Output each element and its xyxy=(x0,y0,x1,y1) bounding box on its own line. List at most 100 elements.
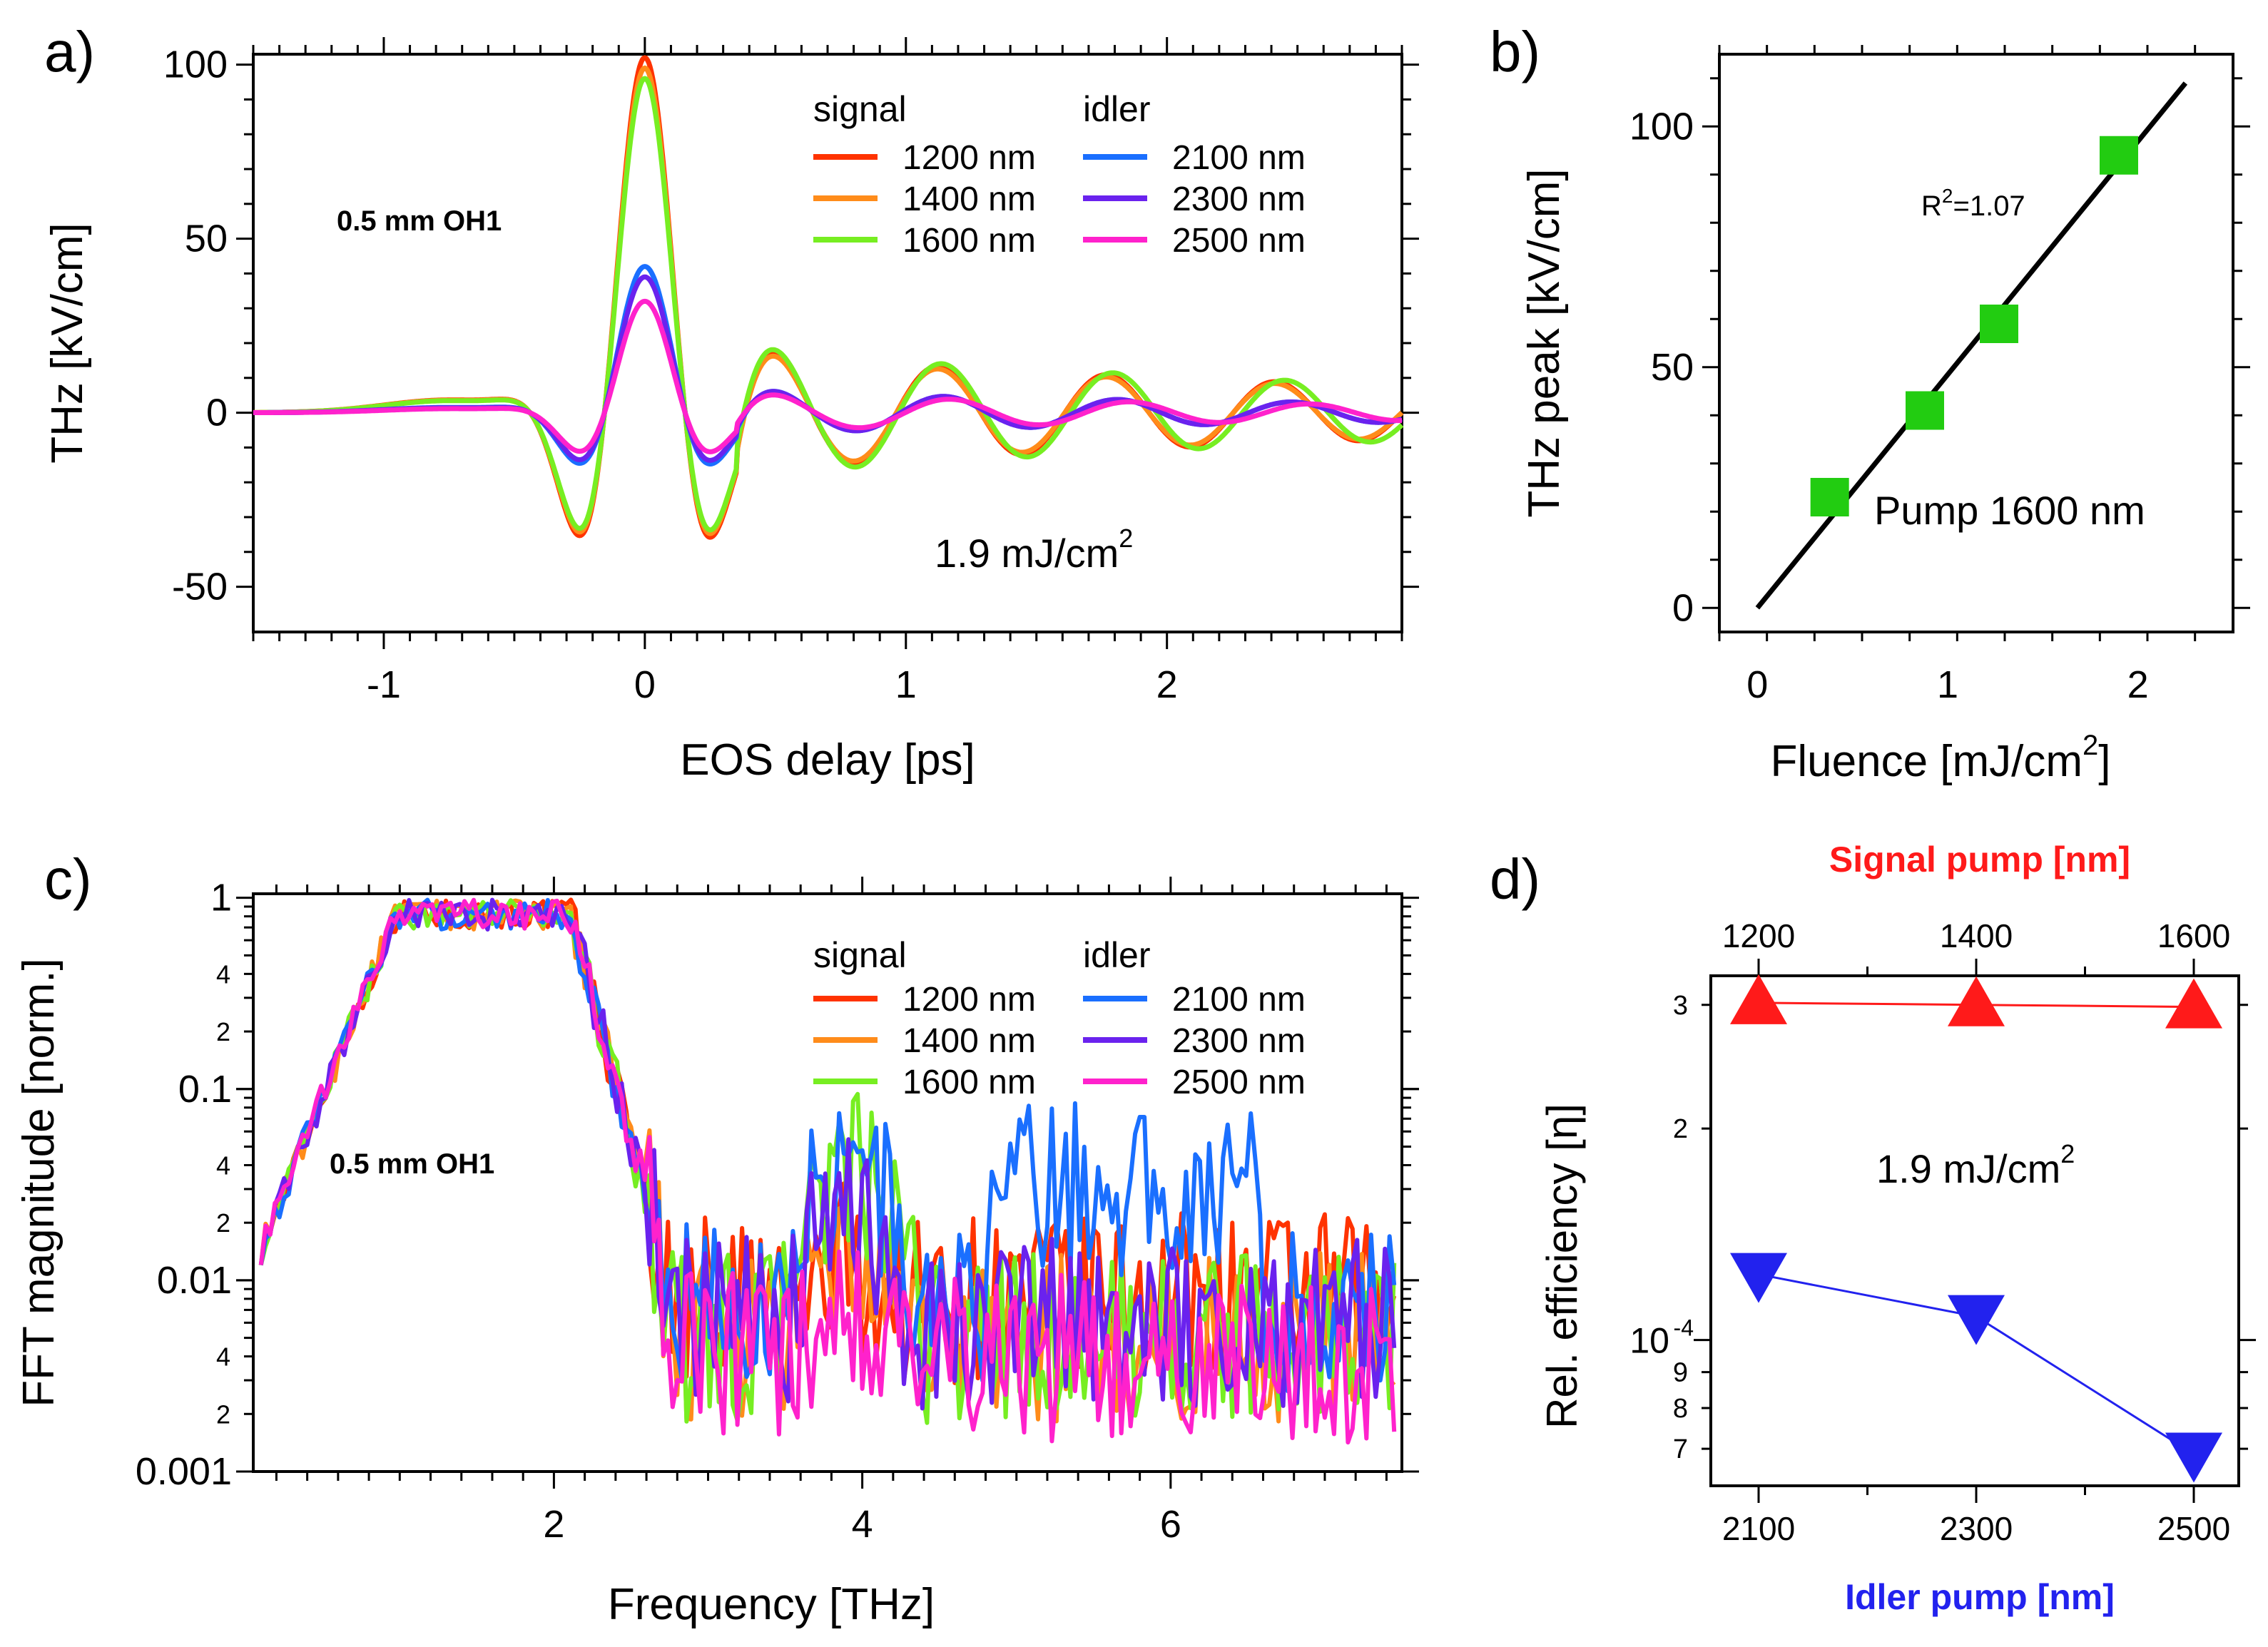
legend-label: 2100 nm xyxy=(1172,139,1306,177)
panel-b-ylabel: THz peak [kV/cm] xyxy=(1520,168,1569,517)
panel-d-fluence-label: 1.9 mJ/cm2 xyxy=(1876,1139,2075,1191)
panel-d-frame xyxy=(1709,974,2240,1487)
panel-d: d) 2100 2300 2500 1200 1400 1600 3 2 10 -4 9 8 7 Sig… xyxy=(1490,840,2256,1617)
panel-d-ylabel: Rel. efficiency [η] xyxy=(1538,1103,1586,1429)
panel-b-series xyxy=(1755,81,2188,610)
panel-b-r2-label: R2=1.07 xyxy=(1921,185,2025,222)
panel-b: b) 0 1 2 0 50 100 Fluence [mJ/cm2] THz peak [… xyxy=(1490,20,2250,786)
panel-b-pump-label: Pump 1600 nm xyxy=(1874,488,2145,533)
x-tick-label: 4 xyxy=(852,1503,873,1546)
x-tick-label: 0 xyxy=(1746,663,1768,706)
y-tick-label: -50 xyxy=(172,566,228,608)
data-point xyxy=(2100,136,2138,175)
top-x-tick-label: 1200 xyxy=(1722,917,1795,954)
panel-a-label: a) xyxy=(44,20,95,83)
legend-label: 1600 nm xyxy=(902,222,1036,260)
panel-a-fluence-label: 1.9 mJ/cm2 xyxy=(935,524,1133,576)
data-point xyxy=(1810,478,1849,516)
y-minor-tick-label: 4 xyxy=(216,959,230,989)
panel-b-frame xyxy=(1718,53,2234,633)
panel-a: a) -1 0 1 2 -50 0 50 100 EOS delay [ps] THz [kV… xyxy=(43,20,1419,785)
bottom-x-tick-label: 2300 xyxy=(1940,1510,2013,1547)
y-minor-tick-label: 2 xyxy=(216,1017,230,1046)
legend-label: 2500 nm xyxy=(1172,222,1306,260)
panel-a-axes: -1 0 1 2 -50 0 50 100 xyxy=(163,37,1419,706)
y-tick-label: 50 xyxy=(185,218,228,260)
series-line-2300-nm xyxy=(258,897,1397,1411)
legend-c-signal-title: signal xyxy=(813,935,907,975)
data-point-top xyxy=(2165,978,2222,1029)
legend-label: 1400 nm xyxy=(902,1022,1036,1060)
data-point xyxy=(1980,305,2018,343)
panel-d-label: d) xyxy=(1490,847,1540,911)
legend-label: 2500 nm xyxy=(1172,1064,1306,1101)
series-line-1600-nm xyxy=(252,76,1404,533)
series-line-1400-nm xyxy=(252,65,1404,536)
series-line-2500-nm xyxy=(258,897,1397,1445)
y-tick-label: 8 xyxy=(1673,1394,1688,1424)
series-line-1200-nm xyxy=(252,55,1404,540)
panel-d-bottom-xlabel: Idler pump [nm] xyxy=(1845,1577,2115,1617)
y-tick-label: 1 xyxy=(210,877,232,919)
top-x-tick-label: 1400 xyxy=(1940,917,2013,954)
y-tick-label: 7 xyxy=(1673,1434,1688,1464)
y-tick-label-sup: -4 xyxy=(1674,1315,1694,1341)
y-tick-label: 0.01 xyxy=(157,1259,232,1302)
panel-c-axes: 2 4 6 0.001 0.01 0.1 1 2 4 2 4 2 4 xyxy=(136,877,1419,1546)
data-point-bottom xyxy=(2165,1432,2222,1483)
series-line-2100-nm xyxy=(252,264,1403,466)
panel-b-label: b) xyxy=(1490,20,1540,83)
y-minor-tick-label: 4 xyxy=(216,1151,230,1180)
panel-c-crystal-label: 0.5 mm OH1 xyxy=(330,1148,494,1180)
y-tick-label: 100 xyxy=(1629,105,1694,148)
x-tick-label: -1 xyxy=(367,663,401,706)
y-tick-label: 2 xyxy=(1673,1114,1688,1144)
panel-b-xlabel: Fluence [mJ/cm2] xyxy=(1770,730,2110,786)
x-tick-label: 2 xyxy=(2127,663,2149,706)
data-point-top xyxy=(1730,974,1787,1024)
x-tick-label: 2 xyxy=(543,1503,564,1546)
x-tick-label: 2 xyxy=(1156,663,1178,706)
legend-label: 2300 nm xyxy=(1172,1022,1306,1060)
top-x-tick-label: 1600 xyxy=(2157,917,2230,954)
panel-c-ylabel: FFT magnitude [norm.] xyxy=(14,958,63,1407)
y-tick-label: 0 xyxy=(1672,586,1694,629)
y-tick-label: 0.1 xyxy=(178,1068,232,1111)
series-line-2500-nm xyxy=(252,298,1403,454)
legend-label: 1400 nm xyxy=(902,180,1036,218)
y-tick-label: 0.001 xyxy=(136,1450,232,1493)
legend-label: 1600 nm xyxy=(902,1064,1036,1101)
y-minor-tick-label: 2 xyxy=(216,1208,230,1238)
bottom-x-tick-label: 2500 xyxy=(2157,1510,2230,1547)
panel-d-top-xlabel: Signal pump [nm] xyxy=(1829,840,2130,879)
y-minor-tick-label: 4 xyxy=(216,1342,230,1372)
legend-label: 1200 nm xyxy=(902,139,1036,177)
y-minor-tick-label: 2 xyxy=(216,1399,230,1429)
y-tick-label: 100 xyxy=(163,44,228,86)
panel-a-ylabel: THz [kV/cm] xyxy=(43,223,92,464)
panel-c: c) 2 4 6 0.001 0.01 0.1 1 2 4 2 4 2 4 Frequency [THz… xyxy=(14,847,1419,1629)
legend-a-signal-title: signal xyxy=(813,89,907,129)
x-tick-label: 0 xyxy=(634,663,656,706)
panel-c-frame xyxy=(252,892,1403,1473)
bottom-x-tick-label: 2100 xyxy=(1722,1510,1795,1547)
x-tick-label: 6 xyxy=(1160,1503,1181,1546)
panel-a-crystal-label: 0.5 mm OH1 xyxy=(337,205,502,237)
x-tick-label: 1 xyxy=(895,663,917,706)
legend-label: 2300 nm xyxy=(1172,180,1306,218)
x-tick-label: 1 xyxy=(1937,663,1958,706)
y-tick-label: 50 xyxy=(1651,346,1694,389)
legend-a-idler-title: idler xyxy=(1083,89,1150,129)
panel-b-axes: 0 1 2 0 50 100 xyxy=(1629,45,2250,706)
data-point-top xyxy=(1948,976,2005,1026)
y-tick-label: 10 xyxy=(1629,1321,1669,1361)
panel-d-series xyxy=(1730,974,2222,1483)
legend-c-idler-title: idler xyxy=(1083,935,1150,975)
panel-c-label: c) xyxy=(44,847,92,911)
y-tick-label: 3 xyxy=(1673,991,1688,1021)
series-line-2300-nm xyxy=(252,274,1403,463)
legend-label: 1200 nm xyxy=(902,981,1036,1019)
panel-a-series xyxy=(252,55,1404,540)
